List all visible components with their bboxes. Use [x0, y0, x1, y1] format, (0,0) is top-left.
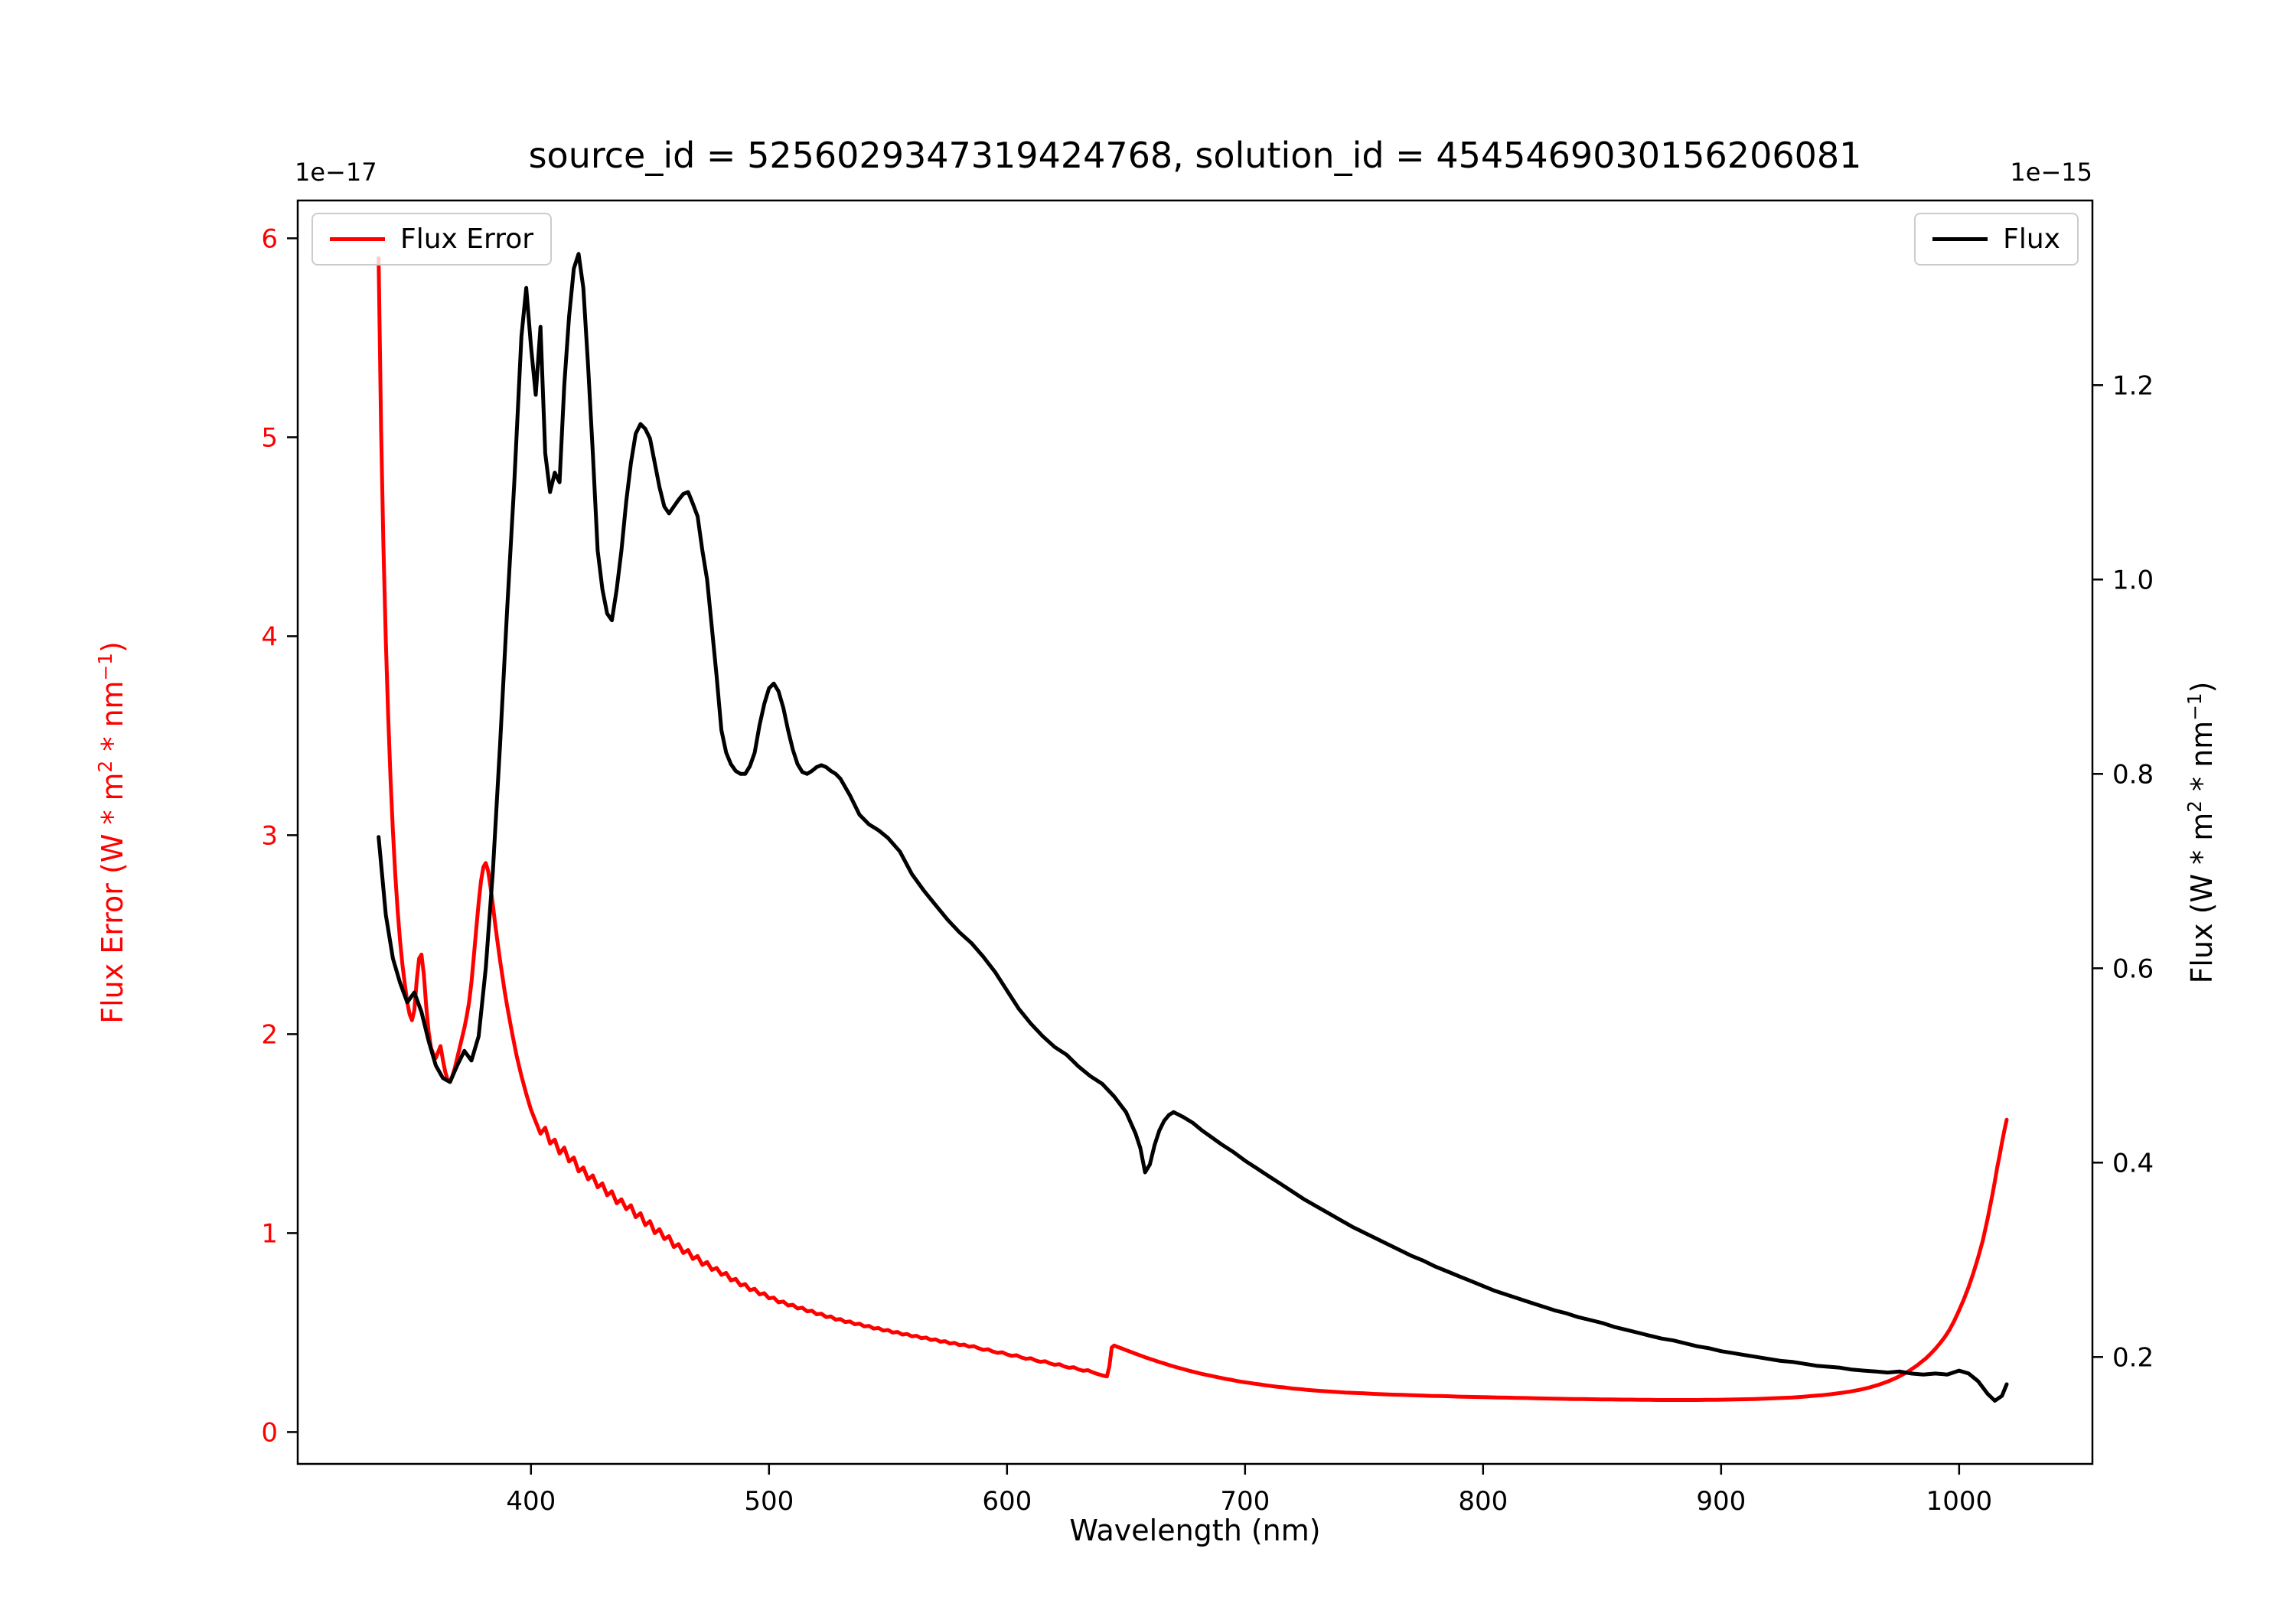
flux-line-sample — [1932, 237, 1988, 241]
plot-border — [296, 199, 2094, 1465]
x-tick-label: 400 — [506, 1486, 556, 1517]
y-right-offset-text: 1e−15 — [2010, 158, 2092, 187]
legend-flux-error-label: Flux Error — [400, 223, 534, 255]
series-flux — [377, 252, 2009, 1403]
y-right-tick-label: 0.4 — [2112, 1148, 2154, 1178]
flux-error-line-sample — [330, 237, 385, 241]
y-left-tick-label: 2 — [261, 1019, 278, 1050]
legend-flux-error: Flux Error — [311, 213, 553, 266]
y-left-tick-label: 4 — [261, 621, 278, 652]
y-left-axis-label: Flux Error (W * m2 * nm−1) — [94, 641, 129, 1024]
x-tick-label: 700 — [1220, 1486, 1270, 1517]
legend-flux: Flux — [1914, 213, 2079, 266]
y-left-tick-label: 0 — [261, 1417, 278, 1448]
y-left-offset-text: 1e−17 — [295, 158, 377, 187]
x-tick-label: 800 — [1458, 1486, 1508, 1517]
y-left-tick-label: 1 — [261, 1218, 278, 1249]
y-right-tick-label: 0.2 — [2112, 1342, 2154, 1373]
chart-title: source_id = 5256029347319424768, solutio… — [528, 135, 1862, 176]
y-right-tick-label: 0.6 — [2112, 953, 2154, 984]
x-tick-label: 500 — [744, 1486, 794, 1517]
y-left-tick-label: 5 — [261, 422, 278, 453]
legend-flux-label: Flux — [2003, 223, 2060, 255]
x-tick-label: 900 — [1696, 1486, 1746, 1517]
y-right-tick-label: 1.0 — [2112, 565, 2154, 595]
x-tick-label: 1000 — [1926, 1486, 1993, 1517]
y-right-axis-label: Flux (W * m2 * nm−1) — [2183, 681, 2219, 984]
x-axis-label: Wavelength (nm) — [1069, 1514, 1321, 1547]
series-flux-error — [377, 256, 2009, 1402]
y-right-tick-label: 0.8 — [2112, 759, 2154, 790]
y-right-tick-label: 1.2 — [2112, 370, 2154, 401]
y-left-tick-label: 6 — [261, 223, 278, 254]
y-left-tick-label: 3 — [261, 820, 278, 851]
x-tick-label: 600 — [982, 1486, 1032, 1517]
